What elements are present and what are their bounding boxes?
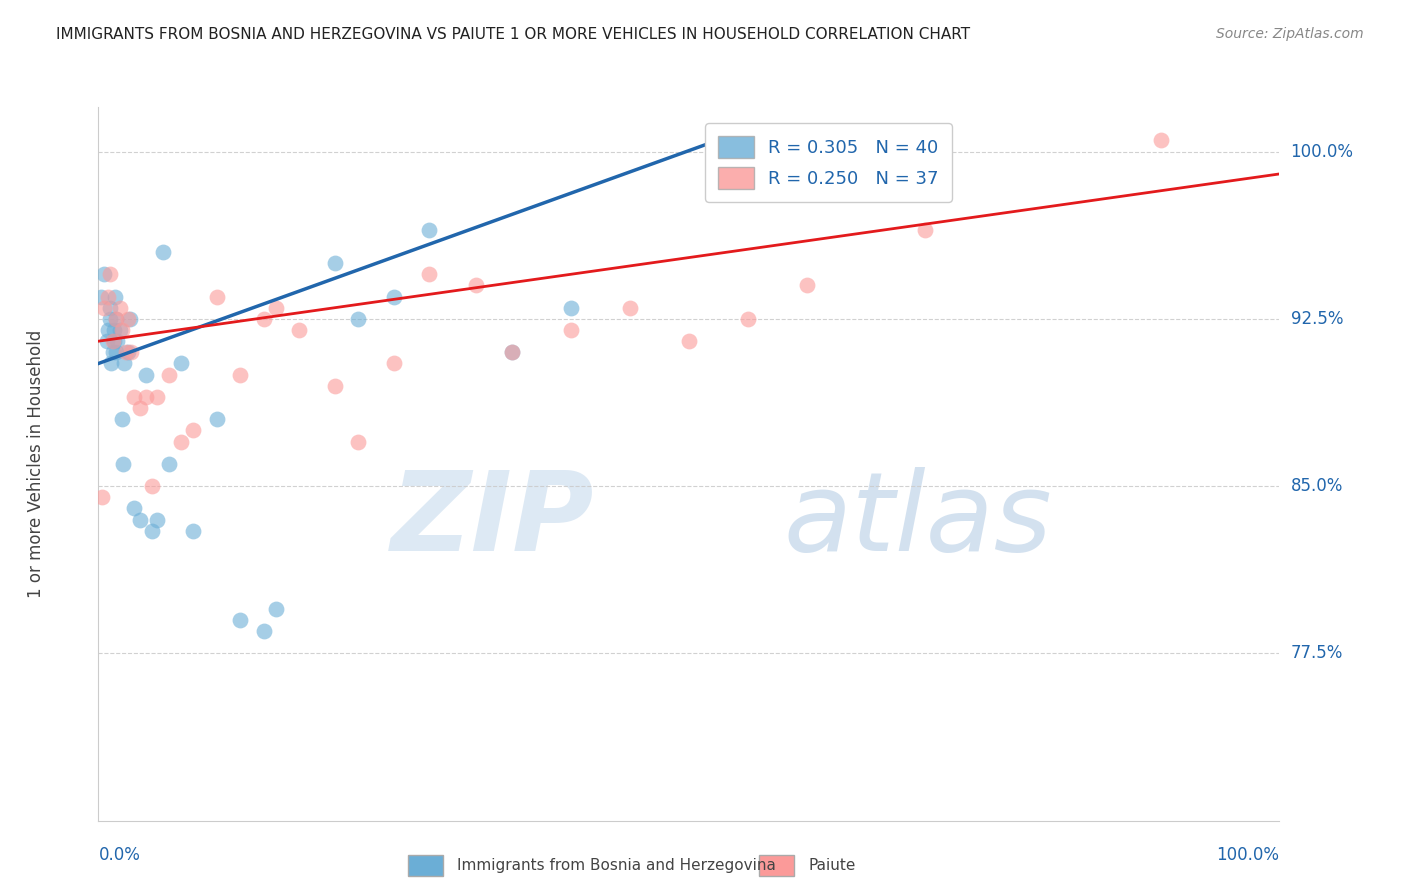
Point — [1150, 133, 1173, 147]
Point — [323, 256, 346, 270]
Point — [122, 390, 145, 404]
Point — [101, 334, 124, 349]
Point — [181, 524, 204, 538]
Text: 100.0%: 100.0% — [1216, 846, 1279, 863]
Point — [104, 289, 127, 303]
Text: 0.0%: 0.0% — [98, 846, 141, 863]
Point — [93, 268, 115, 282]
Point — [288, 323, 311, 337]
Text: IMMIGRANTS FROM BOSNIA AND HERZEGOVINA VS PAIUTE 1 OR MORE VEHICLES IN HOUSEHOLD: IMMIGRANTS FROM BOSNIA AND HERZEGOVINA V… — [56, 27, 970, 42]
Point — [170, 434, 193, 449]
Point — [560, 323, 582, 337]
FancyBboxPatch shape — [408, 855, 443, 876]
Point — [135, 368, 157, 382]
Point — [382, 289, 405, 303]
Point — [111, 323, 134, 337]
Point — [97, 289, 120, 303]
Point — [229, 613, 252, 627]
Point — [501, 345, 523, 359]
Point — [120, 312, 142, 326]
Point — [98, 268, 121, 282]
Point — [181, 424, 204, 438]
Point — [128, 401, 150, 416]
Point — [98, 301, 121, 315]
Point — [114, 345, 136, 359]
Point — [264, 601, 287, 615]
Point — [91, 490, 114, 504]
Point — [101, 345, 124, 359]
Point — [100, 356, 122, 371]
Point — [105, 334, 128, 349]
Point — [135, 390, 157, 404]
Text: Immigrants from Bosnia and Herzegovina: Immigrants from Bosnia and Herzegovina — [457, 858, 776, 872]
Text: atlas: atlas — [783, 467, 1052, 574]
Point — [323, 378, 346, 392]
Point — [93, 301, 115, 315]
Point — [117, 345, 139, 359]
Point — [418, 222, 440, 236]
Text: 100.0%: 100.0% — [1291, 143, 1354, 161]
Point — [141, 479, 163, 493]
Point — [253, 624, 276, 639]
Text: Source: ZipAtlas.com: Source: ZipAtlas.com — [1216, 27, 1364, 41]
Text: ZIP: ZIP — [391, 467, 595, 574]
Point — [146, 390, 169, 404]
Point — [112, 457, 135, 471]
Point — [98, 312, 121, 326]
Point — [678, 334, 700, 349]
Point — [112, 356, 135, 371]
Point — [152, 244, 174, 259]
Point — [170, 356, 193, 371]
Point — [108, 301, 131, 315]
Point — [347, 312, 370, 326]
Text: Paiute: Paiute — [808, 858, 856, 872]
Point — [128, 513, 150, 527]
Point — [103, 334, 125, 349]
Point — [146, 513, 169, 527]
Point — [347, 434, 370, 449]
Point — [157, 457, 180, 471]
Point — [465, 278, 488, 293]
Point — [501, 345, 523, 359]
Point — [90, 289, 112, 303]
Text: 1 or more Vehicles in Household: 1 or more Vehicles in Household — [27, 330, 45, 598]
Point — [105, 312, 128, 326]
Point — [117, 312, 139, 326]
Text: 77.5%: 77.5% — [1291, 644, 1343, 663]
Point — [619, 301, 641, 315]
Point — [121, 345, 143, 359]
Point — [737, 133, 759, 147]
Point — [382, 356, 405, 371]
Point — [111, 412, 134, 426]
Point — [205, 412, 228, 426]
Legend: R = 0.305   N = 40, R = 0.250   N = 37: R = 0.305 N = 40, R = 0.250 N = 37 — [706, 123, 952, 202]
Point — [105, 312, 128, 326]
Point — [103, 323, 125, 337]
Point — [122, 501, 145, 516]
Point — [97, 323, 120, 337]
Text: 92.5%: 92.5% — [1291, 310, 1343, 328]
Point — [105, 345, 128, 359]
Point — [560, 301, 582, 315]
Point — [205, 289, 228, 303]
Point — [914, 222, 936, 236]
Point — [253, 312, 276, 326]
Text: 85.0%: 85.0% — [1291, 477, 1343, 495]
Point — [264, 301, 287, 315]
Point — [418, 268, 440, 282]
Point — [96, 334, 118, 349]
Point — [108, 323, 131, 337]
FancyBboxPatch shape — [759, 855, 794, 876]
Point — [141, 524, 163, 538]
Point — [796, 278, 818, 293]
Point — [229, 368, 252, 382]
Point — [737, 312, 759, 326]
Point — [157, 368, 180, 382]
